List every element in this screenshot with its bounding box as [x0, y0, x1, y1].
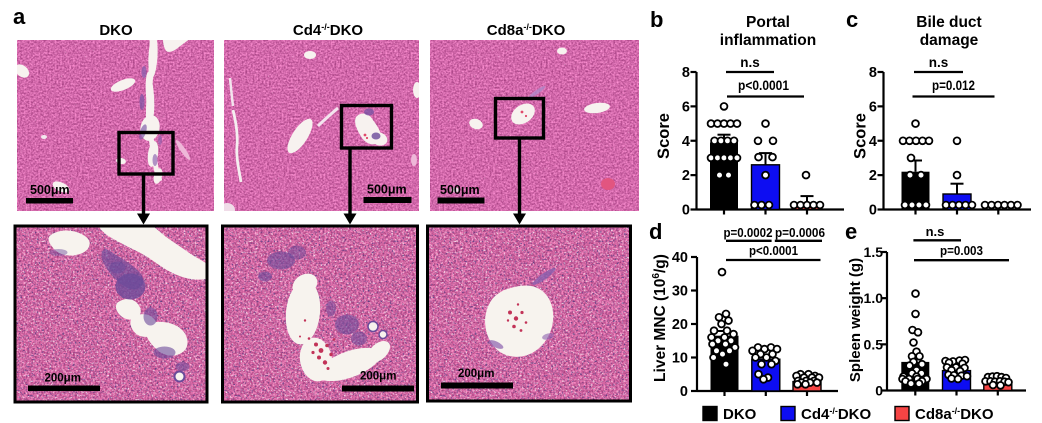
svg-text:d: d: [649, 219, 662, 244]
svg-text:0: 0: [869, 203, 877, 219]
svg-text:p=0.012: p=0.012: [932, 78, 975, 93]
svg-text:2: 2: [869, 168, 877, 184]
svg-text:Cd4-/-DKO: Cd4-/-DKO: [801, 406, 872, 423]
svg-text:6: 6: [869, 99, 877, 115]
svg-text:n.s: n.s: [929, 55, 949, 70]
svg-text:500μm: 500μm: [367, 183, 407, 197]
svg-text:c: c: [846, 7, 858, 32]
svg-text:p=0.003: p=0.003: [940, 243, 983, 258]
svg-text:200μm: 200μm: [45, 373, 81, 385]
svg-text:p=0.0002: p=0.0002: [724, 225, 773, 240]
svg-text:Liver MNC (106/g): Liver MNC (106/g): [651, 254, 669, 382]
svg-text:200μm: 200μm: [360, 371, 396, 383]
svg-text:b: b: [650, 7, 663, 32]
svg-text:4: 4: [869, 134, 877, 150]
svg-text:DKO: DKO: [723, 406, 757, 423]
svg-text:10: 10: [672, 351, 688, 367]
svg-text:4: 4: [682, 134, 690, 150]
svg-text:500μm: 500μm: [30, 183, 70, 197]
svg-text:Spleen weight (g): Spleen weight (g): [847, 258, 864, 382]
svg-text:0: 0: [682, 203, 690, 219]
svg-text:0: 0: [680, 384, 688, 400]
svg-text:a: a: [13, 4, 26, 29]
svg-text:6: 6: [682, 99, 690, 115]
svg-text:200μm: 200μm: [458, 368, 494, 380]
svg-text:2: 2: [682, 168, 690, 184]
svg-text:damage: damage: [920, 32, 979, 49]
svg-text:40: 40: [672, 250, 688, 266]
svg-text:Score: Score: [655, 113, 673, 159]
svg-text:Cd8a-/-DKO: Cd8a-/-DKO: [487, 22, 566, 39]
svg-text:0: 0: [875, 383, 883, 399]
svg-text:20: 20: [672, 317, 688, 333]
svg-text:500μm: 500μm: [440, 183, 480, 197]
svg-text:8: 8: [682, 65, 690, 81]
svg-text:0.5: 0.5: [864, 336, 884, 352]
svg-text:1.5: 1.5: [864, 244, 884, 260]
svg-text:1.0: 1.0: [864, 290, 884, 306]
svg-text:DKO: DKO: [99, 22, 133, 39]
svg-text:p<0.0001: p<0.0001: [738, 78, 789, 93]
svg-text:Bile duct: Bile duct: [916, 14, 981, 31]
svg-text:p<0.0001: p<0.0001: [749, 243, 798, 258]
svg-text:30: 30: [672, 284, 688, 300]
svg-text:8: 8: [869, 65, 877, 81]
svg-text:Score: Score: [851, 113, 869, 159]
svg-text:Cd4-/-DKO: Cd4-/-DKO: [293, 22, 364, 39]
svg-text:p=0.0006: p=0.0006: [775, 225, 825, 240]
svg-text:inflammation: inflammation: [720, 32, 816, 49]
svg-text:n.s: n.s: [740, 55, 760, 70]
svg-text:Cd8a-/-DKO: Cd8a-/-DKO: [915, 406, 994, 423]
svg-text:e: e: [845, 219, 857, 244]
svg-text:n.s: n.s: [926, 224, 945, 239]
svg-text:Portal: Portal: [746, 14, 790, 31]
